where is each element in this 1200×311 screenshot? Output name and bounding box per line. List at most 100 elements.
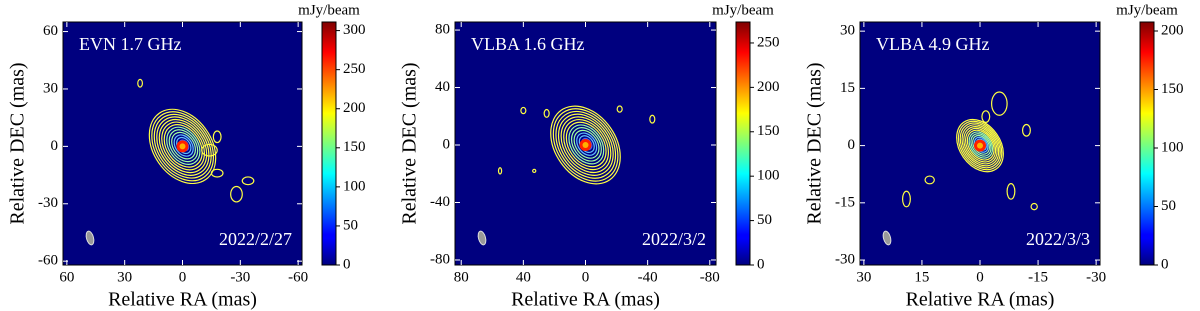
contours xyxy=(148,108,217,185)
x-tick-label: -60 xyxy=(288,269,308,285)
contour xyxy=(557,113,614,176)
contour xyxy=(966,129,995,161)
colorbar-tick-label: 250 xyxy=(757,34,780,50)
contour-blob xyxy=(497,167,503,175)
contour xyxy=(968,131,994,159)
y-axis-label: Relative DEC (mas) xyxy=(399,62,421,224)
x-axis-label: Relative RA (mas) xyxy=(511,289,660,311)
x-tick-label: 80 xyxy=(454,269,469,285)
contour-blob xyxy=(924,175,935,185)
contour-blob xyxy=(201,143,218,157)
y-tick-label: -30 xyxy=(38,195,58,211)
colorbar xyxy=(1139,21,1155,266)
contour xyxy=(956,118,1004,173)
contour-blob xyxy=(901,190,911,208)
colorbar-tick-label: 50 xyxy=(1161,198,1176,214)
y-tick-label: -30 xyxy=(835,251,855,267)
colorbar-tick-label: 0 xyxy=(1161,256,1169,272)
contour xyxy=(161,121,206,171)
contour-blob xyxy=(616,105,623,113)
x-tick-label: 40 xyxy=(516,269,531,285)
x-tick-label: -80 xyxy=(700,269,720,285)
colorbar-tick-label: 100 xyxy=(343,178,366,194)
contour xyxy=(563,119,610,171)
y-tick-label: -15 xyxy=(835,194,855,210)
y-tick-label: 0 xyxy=(443,136,451,152)
y-tick-label: -60 xyxy=(38,253,58,269)
contour-blob xyxy=(1021,123,1031,137)
map-title: VLBA 1.6 GHz xyxy=(471,34,585,54)
contour xyxy=(961,124,1000,167)
y-tick-label: 30 xyxy=(43,80,58,96)
contour xyxy=(565,121,607,168)
contour xyxy=(163,124,203,168)
contour-blob xyxy=(520,106,527,115)
contour xyxy=(148,108,217,185)
x-tick-label: -30 xyxy=(230,269,250,285)
x-tick-label: -40 xyxy=(638,269,658,285)
colorbar-tick-label: 100 xyxy=(757,168,780,184)
contour xyxy=(560,116,612,174)
contour xyxy=(173,134,194,157)
x-axis-label: Relative RA (mas) xyxy=(906,289,1055,311)
y-tick-label: 15 xyxy=(840,80,855,96)
contour-blob xyxy=(543,108,550,118)
y-tick-label: 0 xyxy=(848,137,856,153)
x-tick-label: 60 xyxy=(59,269,74,285)
y-tick-label: 80 xyxy=(435,21,450,37)
core-center xyxy=(582,142,589,149)
contour xyxy=(963,126,998,165)
contour xyxy=(158,118,208,174)
contour-blob xyxy=(137,78,144,88)
x-tick-label: 0 xyxy=(582,269,590,285)
contour xyxy=(166,126,201,165)
contour xyxy=(957,120,1003,171)
x-tick-label: 30 xyxy=(856,269,871,285)
core-center xyxy=(977,142,983,149)
y-tick-label: -40 xyxy=(430,194,450,210)
colorbar-tick-label: 100 xyxy=(1161,139,1184,155)
contour xyxy=(550,105,621,185)
contour xyxy=(959,122,1001,169)
colorbar-tick-label: 150 xyxy=(757,123,780,139)
y-tick-label: 40 xyxy=(435,79,450,95)
contour xyxy=(964,127,997,163)
epoch-label: 2022/3/3 xyxy=(1026,229,1090,249)
colorbar xyxy=(735,21,751,266)
colorbar-label: mJy/beam xyxy=(298,2,360,18)
colorbar-tick-label: 0 xyxy=(757,256,765,272)
y-tick-label: 60 xyxy=(43,23,58,39)
x-tick-label: -15 xyxy=(1028,269,1048,285)
colorbar-tick-label: 200 xyxy=(757,79,780,95)
colorbar-tick-label: 150 xyxy=(343,139,366,155)
colorbar-tick-label: 0 xyxy=(343,256,351,272)
contour xyxy=(168,129,199,163)
x-tick-label: -30 xyxy=(1086,269,1106,285)
x-tick-label: 15 xyxy=(914,269,929,285)
contour-blob xyxy=(241,176,255,186)
x-axis-label: Relative RA (mas) xyxy=(108,289,257,311)
x-tick-label: 0 xyxy=(976,269,984,285)
colorbar-label: mJy/beam xyxy=(1116,2,1178,18)
contour-blob xyxy=(212,130,222,144)
contour xyxy=(570,127,602,162)
contour-blob xyxy=(210,168,224,178)
colorbar-tick-label: 300 xyxy=(343,22,366,38)
contour xyxy=(555,110,617,179)
colorbar xyxy=(321,21,337,266)
y-tick-label: 30 xyxy=(840,23,855,39)
map-title: VLBA 4.9 GHz xyxy=(876,34,990,54)
contour xyxy=(153,113,212,179)
colorbar-tick-label: 50 xyxy=(757,212,772,228)
core-center xyxy=(179,143,186,150)
colorbar-tick-label: 50 xyxy=(343,217,358,233)
map-title: EVN 1.7 GHz xyxy=(79,34,181,54)
colorbar-tick-label: 200 xyxy=(1161,22,1184,38)
y-axis-label: Relative DEC (mas) xyxy=(804,62,826,224)
contour-blob xyxy=(649,114,656,124)
contour xyxy=(970,133,992,157)
contour-blob xyxy=(981,110,991,124)
contour-blob xyxy=(1006,183,1016,200)
